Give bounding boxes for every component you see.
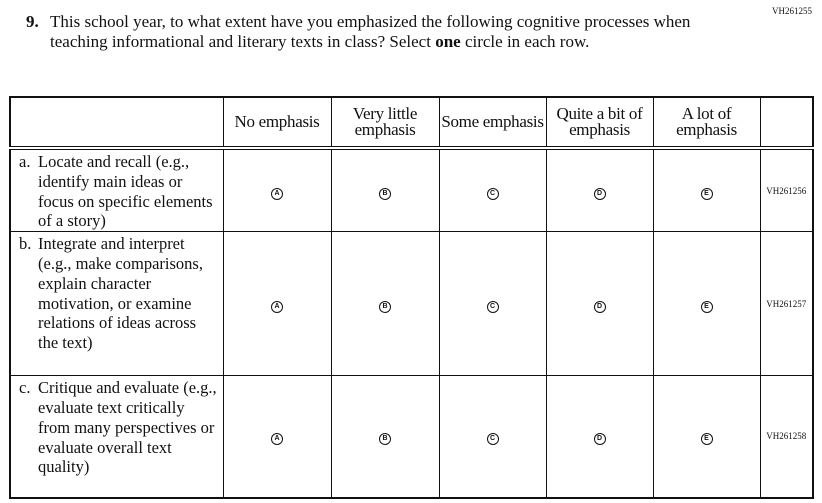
option-cell: E	[652, 147, 761, 233]
option-cell: D	[545, 375, 654, 499]
row-code: VH261258	[759, 375, 814, 499]
row-label: b. Integrate and interpret (e.g., make co…	[9, 231, 224, 377]
option-cell: C	[438, 231, 547, 377]
radio-bubble-e[interactable]: E	[700, 433, 713, 446]
header-code-blank	[759, 96, 814, 150]
radio-bubble-d[interactable]: D	[593, 187, 606, 200]
question-id: VH261255	[772, 6, 812, 16]
row-label: c. Critique and evaluate (e.g., evaluate …	[9, 375, 224, 499]
radio-bubble-c[interactable]: C	[486, 433, 499, 446]
question-number: 9.	[26, 12, 39, 31]
row-label: a. Locate and recall (e.g., identify main…	[9, 147, 224, 233]
radio-bubble-a[interactable]: A	[271, 187, 283, 200]
row-text: Integrate and interpret (e.g., make comp…	[38, 234, 203, 353]
response-grid: No emphasis Very little emphasis Some emph…	[9, 96, 814, 499]
header-row: No emphasis Very little emphasis Some emph…	[9, 96, 814, 150]
option-cell: A	[222, 375, 332, 499]
option-cell: B	[330, 231, 440, 377]
option-cell: D	[545, 231, 654, 377]
row-letter: c.	[19, 378, 31, 398]
radio-bubble-a[interactable]: A	[271, 300, 283, 313]
question: 9. This school year, to what extent have…	[26, 12, 746, 52]
column-header: Quite a bit of emphasis	[545, 96, 654, 150]
table-row: b. Integrate and interpret (e.g., make co…	[9, 231, 814, 377]
row-text: Critique and evaluate (e.g., evaluate te…	[38, 378, 217, 477]
radio-bubble-d[interactable]: D	[593, 433, 606, 446]
option-cell: C	[438, 375, 547, 499]
option-cell: B	[330, 375, 440, 499]
table-row: a. Locate and recall (e.g., identify main…	[9, 147, 814, 233]
option-cell: C	[438, 147, 547, 233]
radio-bubble-e[interactable]: E	[700, 187, 713, 200]
row-letter: a.	[19, 152, 31, 171]
radio-bubble-b[interactable]: B	[379, 300, 391, 313]
radio-bubble-b[interactable]: B	[379, 433, 391, 446]
row-letter: b.	[19, 234, 32, 254]
option-cell: D	[545, 147, 654, 233]
column-header: A lot of emphasis	[652, 96, 761, 150]
option-cell: B	[330, 147, 440, 233]
header-blank	[9, 96, 224, 150]
radio-bubble-d[interactable]: D	[593, 300, 606, 313]
question-text: This school year, to what extent have yo…	[50, 12, 691, 51]
row-code: VH261256	[759, 147, 814, 233]
radio-bubble-a[interactable]: A	[271, 433, 283, 446]
option-cell: E	[652, 231, 761, 377]
table-row: c. Critique and evaluate (e.g., evaluate …	[9, 375, 814, 499]
radio-bubble-e[interactable]: E	[700, 300, 713, 313]
column-header: Very little emphasis	[330, 96, 440, 150]
option-cell: E	[652, 375, 761, 499]
row-text: Locate and recall (e.g., identify main i…	[38, 152, 213, 231]
radio-bubble-c[interactable]: C	[486, 300, 499, 313]
radio-bubble-b[interactable]: B	[379, 187, 391, 200]
radio-bubble-c[interactable]: C	[486, 187, 499, 200]
row-code: VH261257	[759, 231, 814, 377]
column-header: Some emphasis	[438, 96, 547, 150]
option-cell: A	[222, 231, 332, 377]
option-cell: A	[222, 147, 332, 233]
column-header: No emphasis	[222, 96, 332, 150]
